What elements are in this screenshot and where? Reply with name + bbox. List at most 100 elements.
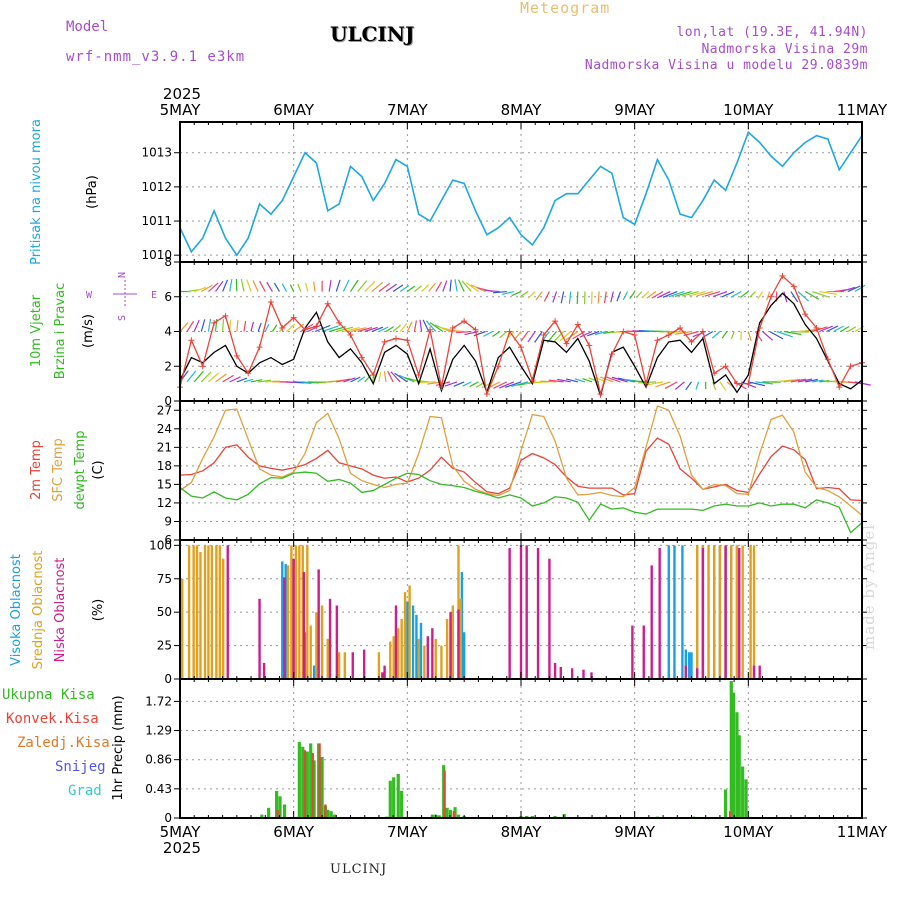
wind-unit: (m/s) bbox=[81, 314, 96, 348]
cloud-bar bbox=[758, 665, 761, 679]
wind-barb bbox=[200, 371, 212, 383]
wind-barb bbox=[587, 330, 600, 337]
wind-barb bbox=[548, 379, 564, 383]
wind-barb bbox=[342, 279, 350, 292]
wind-barb bbox=[695, 381, 700, 390]
cloud-bar bbox=[434, 638, 437, 679]
precip-bar bbox=[301, 746, 305, 818]
wind-barb bbox=[616, 291, 622, 302]
cloud-bar bbox=[684, 649, 688, 679]
wind-barb bbox=[603, 291, 607, 304]
gust-marker bbox=[631, 331, 638, 338]
day-label-top: 8MAY bbox=[501, 101, 543, 119]
wind-barb bbox=[419, 319, 423, 332]
precip-bar bbox=[724, 789, 728, 818]
wind-barb bbox=[766, 291, 771, 301]
wind-barb bbox=[259, 280, 266, 292]
wind-barb bbox=[469, 381, 479, 388]
cloud-bar bbox=[215, 545, 218, 679]
cloud-title2: Srednja Oblacnost bbox=[31, 551, 46, 670]
cloud-bar bbox=[681, 545, 684, 679]
wind-barb bbox=[343, 377, 356, 383]
cloud-bar bbox=[381, 672, 384, 679]
precip-bar bbox=[396, 773, 400, 818]
cloud-bar bbox=[317, 569, 320, 679]
precip-bar bbox=[282, 804, 287, 818]
precip-bar bbox=[562, 813, 566, 818]
wind-barb bbox=[297, 283, 302, 292]
gust-marker bbox=[665, 331, 672, 338]
wind-barb bbox=[603, 330, 614, 335]
cloud-bar bbox=[730, 545, 733, 679]
y-tick-label: 1.72 bbox=[145, 694, 172, 708]
wind-barb bbox=[664, 381, 678, 389]
cloud-bar bbox=[417, 638, 420, 679]
gust-marker bbox=[358, 354, 365, 361]
precip-bar bbox=[530, 815, 534, 818]
wind-barb bbox=[293, 323, 305, 332]
wind-barb bbox=[499, 331, 508, 339]
wind-barb bbox=[385, 326, 394, 333]
cloud-bar bbox=[419, 622, 423, 679]
year-label-bottom: 2025 bbox=[163, 839, 201, 857]
precip-bar bbox=[305, 751, 309, 818]
wind-barb bbox=[668, 290, 685, 298]
wind-barb bbox=[622, 291, 629, 301]
gust-marker bbox=[188, 337, 195, 344]
gust-marker bbox=[256, 344, 263, 351]
wind-barb bbox=[847, 285, 861, 293]
precip-bar bbox=[309, 743, 313, 818]
wind-barb bbox=[651, 291, 664, 299]
data-layer bbox=[177, 130, 871, 818]
gust-marker bbox=[745, 380, 752, 387]
wind-barb bbox=[483, 330, 493, 337]
wind-barb bbox=[641, 291, 650, 299]
wind-barb bbox=[444, 381, 458, 387]
wind-barb bbox=[819, 325, 833, 333]
cloud-bar bbox=[292, 558, 295, 679]
precip-bar bbox=[329, 811, 333, 818]
wind-speed-line bbox=[179, 292, 863, 399]
wind-barb bbox=[629, 291, 636, 300]
wind-barb bbox=[594, 330, 607, 336]
wind-barb bbox=[378, 371, 382, 382]
y-tick-label: 18 bbox=[157, 459, 172, 473]
cloud-bar bbox=[570, 668, 574, 679]
cloud-bar bbox=[650, 565, 653, 679]
wind-barb bbox=[428, 282, 437, 292]
gust-marker bbox=[483, 391, 490, 398]
wind-barb bbox=[757, 291, 764, 300]
cloud-bar bbox=[302, 572, 306, 679]
cloud-bar bbox=[312, 665, 316, 679]
y-tick-label: 24 bbox=[157, 422, 172, 436]
wind-barb bbox=[662, 290, 678, 298]
precip-legend-item: Zaledj.Kisa bbox=[17, 735, 110, 751]
wind-barb bbox=[252, 280, 259, 292]
y-tick-label: 1012 bbox=[141, 180, 172, 194]
cloud-bar bbox=[207, 545, 210, 679]
wind-barb bbox=[721, 331, 728, 339]
wind-barb bbox=[730, 331, 735, 340]
wind-barb bbox=[776, 330, 793, 338]
wind-barb bbox=[574, 378, 586, 383]
wind-barb bbox=[576, 291, 579, 305]
gust-marker bbox=[211, 319, 218, 326]
cloud-bar bbox=[415, 614, 418, 679]
gust-marker bbox=[370, 371, 377, 378]
precip-bar bbox=[744, 779, 748, 818]
cloud-bar bbox=[309, 625, 312, 679]
cloud-bar bbox=[713, 545, 716, 679]
cloud-bar bbox=[525, 545, 528, 679]
wind-barb bbox=[688, 290, 706, 297]
cloud-bar bbox=[362, 649, 366, 679]
compass-n: N bbox=[117, 272, 128, 278]
cloud-bar bbox=[426, 636, 429, 679]
wind-barb bbox=[520, 291, 529, 298]
gust-marker bbox=[404, 337, 411, 344]
day-label-bottom: 8MAY bbox=[501, 823, 543, 841]
wind-barb bbox=[646, 381, 664, 386]
precip-bar bbox=[275, 790, 279, 818]
cloud-bar bbox=[445, 618, 449, 679]
precip-bar bbox=[388, 780, 392, 818]
wind-barb bbox=[453, 381, 465, 387]
